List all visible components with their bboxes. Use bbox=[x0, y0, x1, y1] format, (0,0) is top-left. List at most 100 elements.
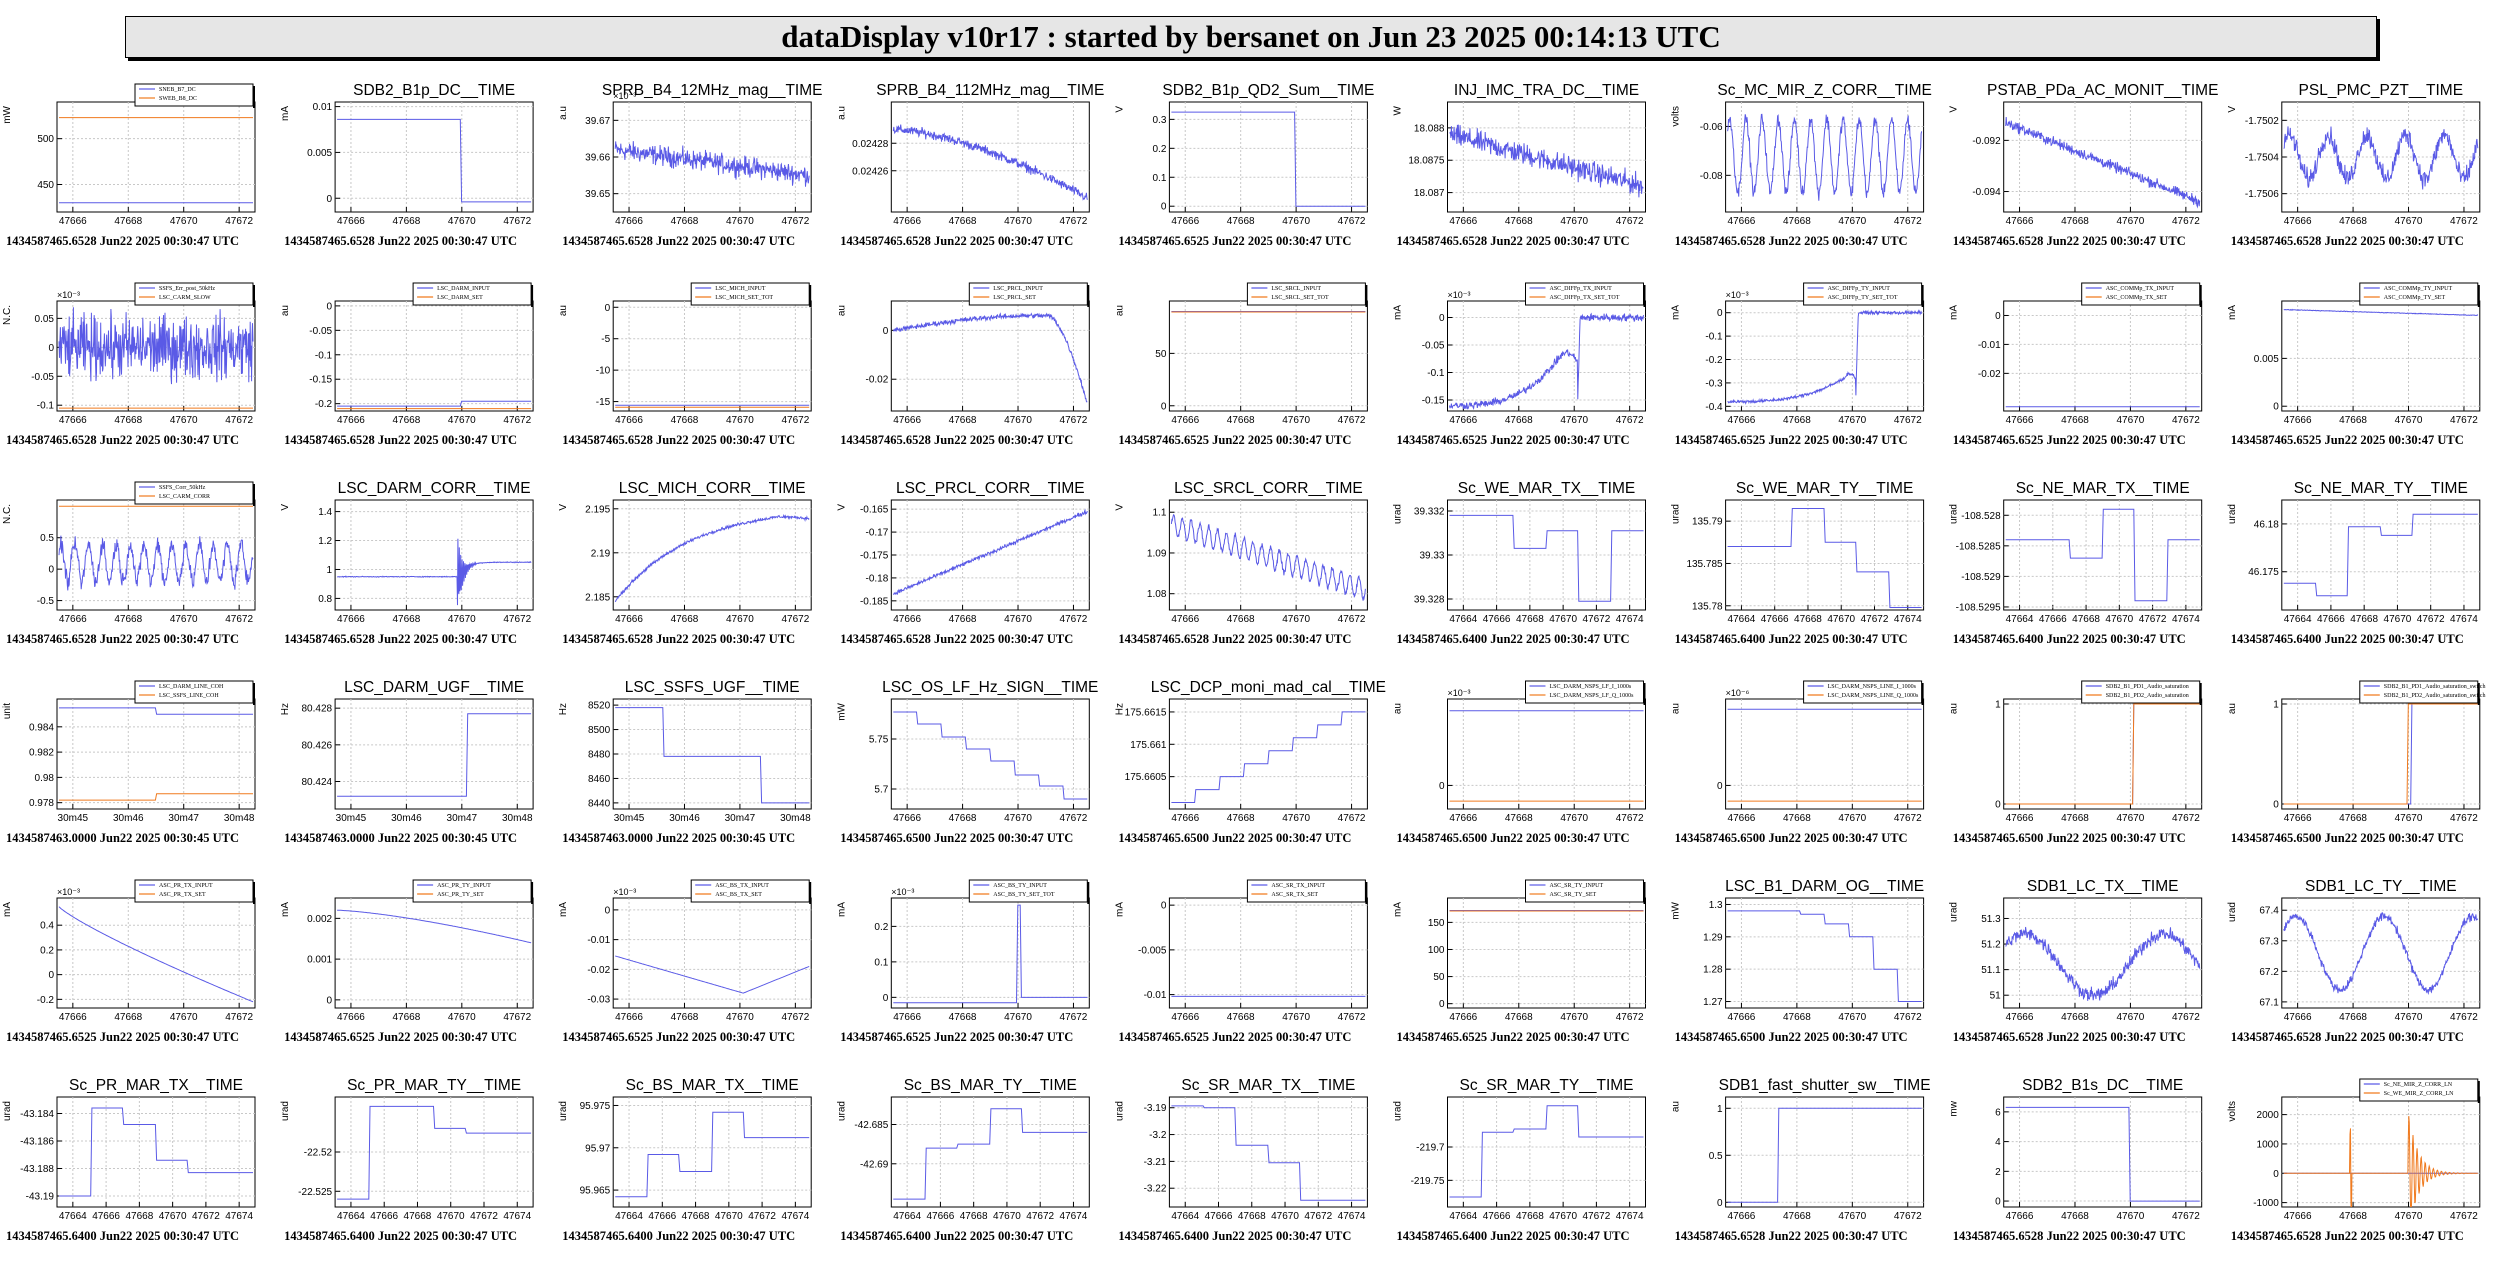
y-tick-label: 51.2 bbox=[1981, 940, 2001, 951]
y-tick-label: 175.661 bbox=[1130, 740, 1167, 751]
y-tick-label: -219.75 bbox=[1411, 1176, 1445, 1187]
plot-frame bbox=[2003, 499, 2203, 611]
y-tick-label: -108.5285 bbox=[1956, 541, 2001, 552]
x-tick-label: 47670 bbox=[1004, 415, 1032, 426]
x-tick-label: 47672 bbox=[2450, 813, 2478, 824]
x-tick-label: 47670 bbox=[715, 1211, 743, 1222]
x-tick-label: 47672 bbox=[2139, 614, 2167, 625]
chart-panel: Sc_PR_MAR_TY__TIME 47664 47666 47668 47670 47… bbox=[280, 1077, 534, 1243]
legend-entry: ASC_BS_TY_INPUT bbox=[993, 883, 1047, 889]
y-tick-label: 0.2 bbox=[1152, 144, 1166, 155]
series-line bbox=[892, 508, 1088, 595]
series-line bbox=[337, 400, 532, 407]
plot-frame bbox=[1447, 698, 1646, 810]
x-tick-label: 47666 bbox=[1483, 614, 1511, 625]
chart-panel: SDB2_B1s_DC__TIME 47666 47668 47670 47672 0 2 4… bbox=[1949, 1077, 2203, 1243]
legend-entry: Sc_NE_MIR_Z_CORR_LN bbox=[2384, 1082, 2453, 1088]
x-tick-label: 47672 bbox=[1338, 216, 1366, 227]
y-tick-label: 0.05 bbox=[35, 314, 55, 325]
x-tick-label: 47668 bbox=[960, 1211, 988, 1222]
y-axis-label: au bbox=[1114, 305, 1125, 316]
x-tick-label: 47666 bbox=[1171, 614, 1199, 625]
chart-title: LSC_OS_LF_Hz_SIGN__TIME bbox=[882, 679, 1098, 696]
y-tick-label: 39.67 bbox=[585, 116, 610, 127]
y-tick-label: -0.02 bbox=[1978, 369, 2001, 380]
x-tick-label: 47672 bbox=[1026, 1211, 1054, 1222]
legend-shadow bbox=[2199, 683, 2202, 705]
x-tick-label: 47666 bbox=[2284, 415, 2312, 426]
y-tick-label: 0.1 bbox=[874, 957, 888, 968]
x-tick-label: 47666 bbox=[2284, 813, 2312, 824]
legend-entry: Sc_WE_MIR_Z_CORR_LN bbox=[2384, 1091, 2454, 1097]
x-tick-label: 47670 bbox=[2395, 415, 2423, 426]
y-tick-label: 8500 bbox=[588, 725, 611, 736]
y-tick-label: 1 bbox=[1717, 1104, 1723, 1115]
series-line bbox=[615, 955, 810, 994]
chart-title: SDB1_LC_TX__TIME bbox=[2027, 878, 2179, 895]
x-tick-label: 47666 bbox=[2039, 614, 2067, 625]
x-tick-label: 47670 bbox=[2395, 1012, 2423, 1023]
axis-multiplier: ×10⁻³ bbox=[613, 887, 636, 897]
legend-entry: ASC_PR_TX_SET bbox=[159, 892, 206, 898]
y-tick-label: -0.185 bbox=[860, 596, 889, 607]
x-tick-label: 47672 bbox=[1060, 813, 1088, 824]
y-axis-label: Hz bbox=[558, 703, 569, 715]
chart-timestamp: 1434587465.6525 Jun22 2025 00:30:47 UTC bbox=[2231, 433, 2464, 447]
x-tick-label: 47668 bbox=[1505, 415, 1533, 426]
y-tick-label: -10 bbox=[596, 366, 611, 377]
x-tick-label: 47668 bbox=[2061, 1012, 2089, 1023]
legend-entry: SWEB_B8_DC bbox=[159, 96, 197, 102]
x-tick-label: 47672 bbox=[1582, 614, 1610, 625]
x-tick-label: 47668 bbox=[1516, 614, 1544, 625]
y-tick-label: -0.1 bbox=[1705, 332, 1723, 343]
y-tick-label: 39.33 bbox=[1419, 551, 1444, 562]
y-tick-label: 0 bbox=[48, 565, 54, 576]
x-tick-label: 47666 bbox=[2317, 614, 2345, 625]
legend-entry: LSC_DARM_INPUT bbox=[437, 286, 490, 292]
x-tick-label: 47672 bbox=[781, 1012, 809, 1023]
y-tick-label: 0.8 bbox=[318, 594, 332, 605]
plot-frame bbox=[1168, 300, 1368, 412]
series-line bbox=[1727, 508, 1922, 608]
y-tick-label: 18.0875 bbox=[1408, 156, 1445, 167]
series-line bbox=[2283, 703, 2478, 805]
chart-title: PSL_PMC_PZT__TIME bbox=[2299, 82, 2464, 99]
x-tick-label: 47666 bbox=[615, 216, 643, 227]
y-tick-label: 0.5 bbox=[40, 533, 54, 544]
legend-shadow bbox=[1921, 285, 1924, 307]
legend-entry: SDB2_B1_PD2_Audio_saturation bbox=[2106, 693, 2189, 699]
x-tick-label: 47668 bbox=[1783, 1211, 1811, 1222]
legend-entry: SDB2_B1_PD2_Audio_saturation_switch bbox=[2384, 693, 2486, 699]
y-tick-label: 80.428 bbox=[302, 704, 333, 715]
x-tick-label: 47664 bbox=[893, 1211, 921, 1222]
plot-frame bbox=[1725, 698, 1925, 810]
chart-timestamp: 1434587465.6400 Jun22 2025 00:30:47 UTC bbox=[1397, 632, 1630, 646]
series-line bbox=[892, 124, 1088, 201]
y-tick-label: 1000 bbox=[2257, 1139, 2280, 1150]
x-tick-label: 47674 bbox=[2450, 614, 2478, 625]
series-line bbox=[892, 312, 1088, 403]
chart-timestamp: 1434587465.6525 Jun22 2025 00:30:47 UTC bbox=[1118, 1030, 1351, 1044]
chart-panel: LSC_DCP_moni_mad_cal__TIME 47666 47668 4767… bbox=[1114, 679, 1386, 845]
chart-timestamp: 1434587465.6525 Jun22 2025 00:30:47 UTC bbox=[562, 1030, 795, 1044]
y-axis-label: urad bbox=[1393, 504, 1404, 524]
chart-timestamp: 1434587465.6528 Jun22 2025 00:30:47 UTC bbox=[6, 433, 239, 447]
x-tick-label: 47674 bbox=[1894, 614, 1922, 625]
y-tick-label: 2.195 bbox=[585, 504, 610, 515]
legend-entry: LSC_CARM_CORR bbox=[159, 494, 210, 500]
legend-shadow bbox=[253, 683, 255, 705]
chart-panel: 47666 47668 47670 47672 -1000 0 1000 2000 volts S… bbox=[2227, 1078, 2481, 1243]
chart-timestamp: 1434587465.6500 Jun22 2025 00:30:47 UTC bbox=[1953, 831, 2186, 845]
legend-entry: LSC_DARM_NSPS_LF_I_1000s bbox=[1550, 684, 1632, 690]
y-tick-label: 0.2 bbox=[40, 945, 54, 956]
x-tick-label: 47672 bbox=[2450, 415, 2478, 426]
y-axis-label: urad bbox=[2, 1101, 13, 1121]
x-tick-label: 47666 bbox=[1761, 614, 1789, 625]
y-axis-label: au bbox=[836, 305, 847, 316]
x-tick-label: 47668 bbox=[1227, 614, 1255, 625]
legend-shadow bbox=[1643, 683, 1646, 705]
chart-panel: Sc_WE_MAR_TY__TIME 47664 47666 47668 47670 47… bbox=[1671, 480, 1925, 646]
x-tick-label: 47670 bbox=[2117, 216, 2145, 227]
x-tick-label: 47666 bbox=[893, 1012, 921, 1023]
